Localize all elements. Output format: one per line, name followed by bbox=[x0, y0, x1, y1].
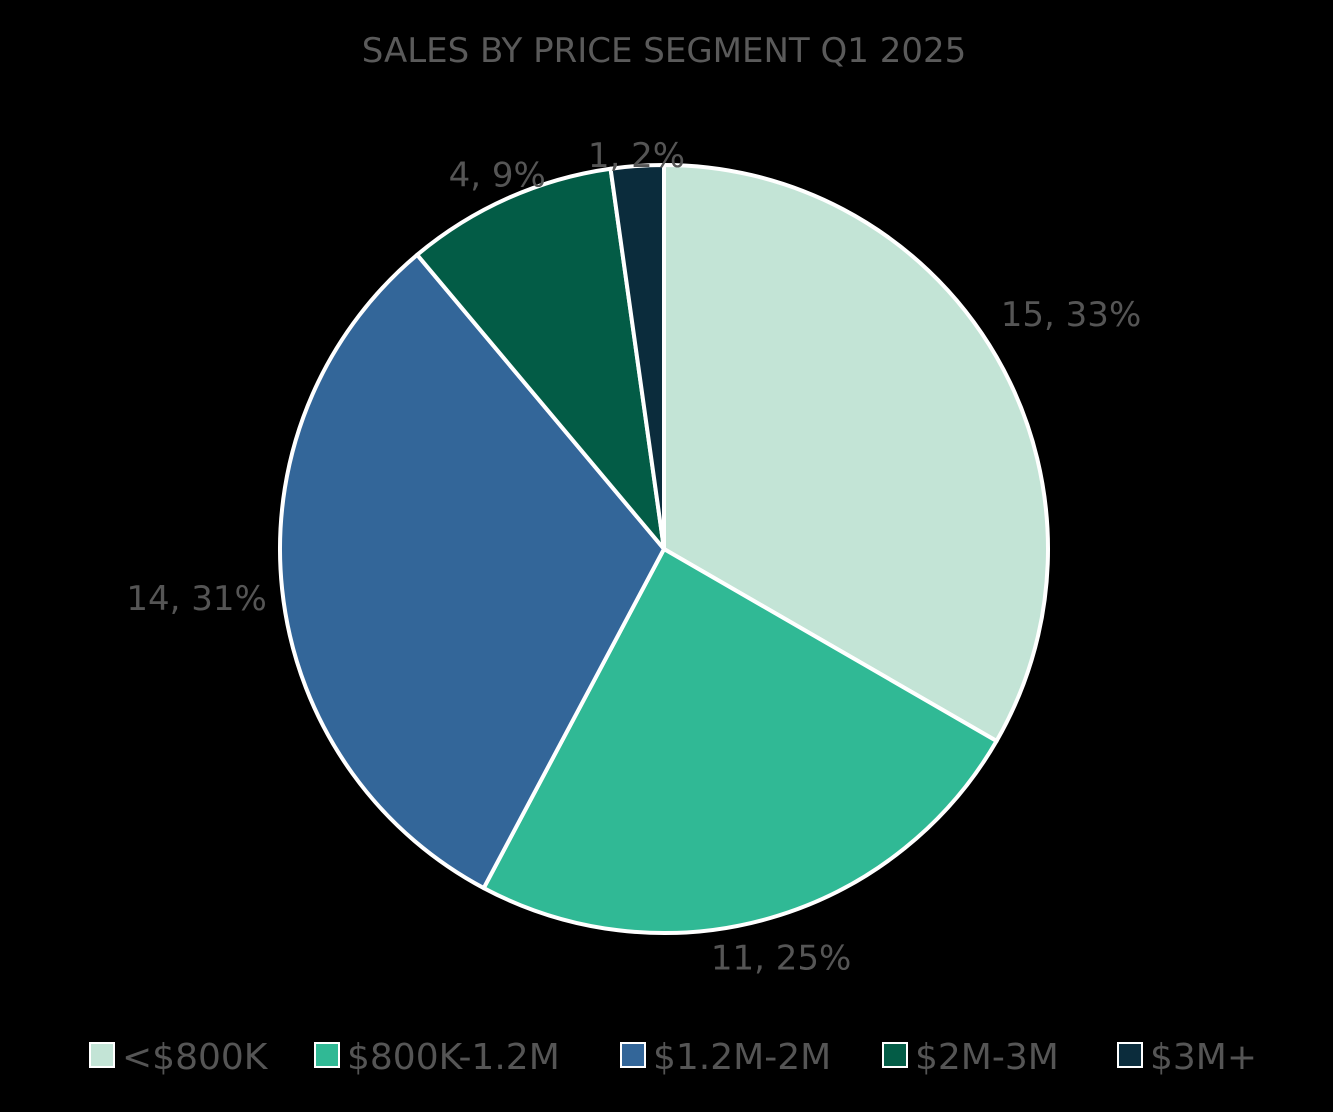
pie-slice-under-800k bbox=[662, 163, 1050, 743]
legend-item-1-2m-2m: $1.2M-2M bbox=[620, 1037, 831, 1078]
data-label-2m-3m: 4, 9% bbox=[449, 155, 546, 195]
pie-slices bbox=[278, 163, 1050, 935]
data-label-1-2m-2m: 14, 31% bbox=[126, 579, 266, 619]
legend-item-2m-3m: $2M-3M bbox=[882, 1037, 1059, 1078]
data-labels: 15, 33% 11, 25% 14, 31% 4, 9% 1, 2% bbox=[126, 136, 1141, 979]
legend-swatch-under-800k bbox=[89, 1042, 115, 1068]
data-label-800k-1-2m: 11, 25% bbox=[711, 939, 851, 979]
pie-slice-2m-3m bbox=[415, 166, 666, 551]
legend-swatch-800k-1-2m bbox=[314, 1042, 340, 1068]
legend-item-800k-1-2m: $800K-1.2M bbox=[314, 1037, 560, 1078]
data-label-under-800k: 15, 33% bbox=[1001, 295, 1141, 335]
legend-item-under-800k: <$800K bbox=[89, 1037, 269, 1078]
legend-label-800k-1-2m: $800K-1.2M bbox=[347, 1037, 560, 1078]
legend-swatch-3m-plus bbox=[1117, 1042, 1143, 1068]
legend-swatch-2m-3m bbox=[882, 1042, 908, 1068]
legend-label-3m-plus: $3M+ bbox=[1150, 1037, 1257, 1078]
legend-swatch-1-2m-2m bbox=[620, 1042, 646, 1068]
data-label-3m-plus: 1, 2% bbox=[588, 136, 685, 176]
pie-slice-800k-1-2m bbox=[481, 547, 999, 935]
pie-slice-3m-plus bbox=[608, 163, 666, 551]
legend-label-2m-3m: $2M-3M bbox=[915, 1037, 1059, 1078]
legend: <$800K $800K-1.2M $1.2M-2M $2M-3M $3M+ bbox=[89, 1037, 1257, 1078]
legend-item-3m-plus: $3M+ bbox=[1117, 1037, 1257, 1078]
legend-label-1-2m-2m: $1.2M-2M bbox=[653, 1037, 831, 1078]
legend-label-under-800k: <$800K bbox=[122, 1037, 269, 1078]
pie-slice-1-2m-2m bbox=[278, 252, 666, 891]
chart-title: SALES BY PRICE SEGMENT Q1 2025 bbox=[362, 31, 966, 71]
